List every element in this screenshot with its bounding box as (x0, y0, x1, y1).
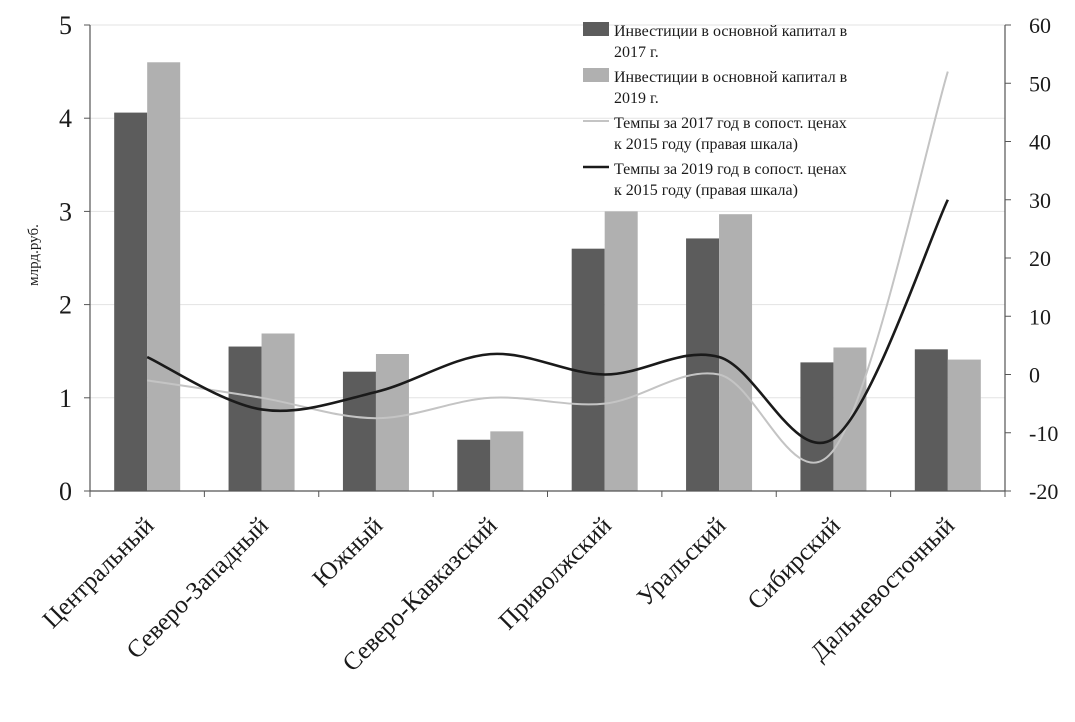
bar (947, 359, 981, 491)
category-label: Уральский (632, 512, 731, 611)
y-tick-label: 4 (59, 104, 72, 133)
bars (114, 62, 981, 492)
y2-tick-label: 40 (1029, 130, 1051, 155)
y-tick-label: 3 (59, 197, 72, 226)
bar (261, 333, 295, 491)
y2-tick-label: 60 (1029, 13, 1051, 38)
bar (686, 238, 720, 491)
bar (800, 362, 834, 491)
series-lines (146, 71, 949, 464)
bar (114, 112, 148, 491)
bar (719, 214, 753, 492)
y-tick-label: 0 (59, 477, 72, 506)
legend-label: 2019 г. (614, 90, 659, 107)
bar (914, 349, 948, 491)
bar (147, 62, 181, 491)
legend-label: 2017 г. (614, 44, 659, 61)
legend-label: Темпы за 2017 год в сопост. ценах (614, 115, 847, 132)
tick-labels: 0 1 2 3 4 5 -20 -10 0 10 20 30 40 50 60 (59, 11, 1058, 506)
bar (375, 353, 409, 491)
y-axis-label: млрд.руб. (26, 224, 42, 286)
y2-tick-label: 50 (1029, 71, 1051, 96)
gridlines (90, 24, 1005, 399)
category-label: Сибирский (743, 512, 846, 615)
bar (604, 211, 638, 491)
y2-tick-label: 30 (1029, 188, 1051, 213)
category-label: Южный (308, 512, 388, 592)
bar (228, 346, 262, 491)
axes (89, 25, 1006, 497)
y2-tick-label: -20 (1029, 479, 1058, 504)
y2-tick-label: 10 (1029, 304, 1051, 329)
series-line (147, 71, 949, 464)
y2-tick-label: 0 (1029, 363, 1040, 388)
y2-tick-label: 20 (1029, 246, 1051, 271)
category-label: Приволжский (494, 512, 617, 635)
legend-label: Инвестиции в основной капитал в (614, 23, 848, 40)
bar (457, 439, 491, 491)
bar (490, 431, 524, 491)
legend-label: Инвестиции в основной капитал в (614, 69, 848, 86)
legend-label: к 2015 году (правая шкала) (614, 136, 798, 153)
y-tick-label: 5 (59, 11, 72, 40)
y-tick-label: 2 (59, 291, 72, 320)
category-label: Центральный (38, 512, 160, 634)
legend-swatch (583, 68, 609, 82)
legend: Инвестиции в основной капитал в 2017 г. Ин… (583, 22, 848, 199)
y-tick-label: 1 (59, 384, 72, 413)
legend-swatch (583, 22, 609, 36)
series-line (146, 199, 949, 445)
legend-label: к 2015 году (правая шкала) (614, 182, 798, 199)
bar (342, 371, 376, 491)
y2-tick-label: -10 (1029, 421, 1058, 446)
legend-label: Темпы за 2019 год в сопост. ценах (614, 161, 847, 178)
